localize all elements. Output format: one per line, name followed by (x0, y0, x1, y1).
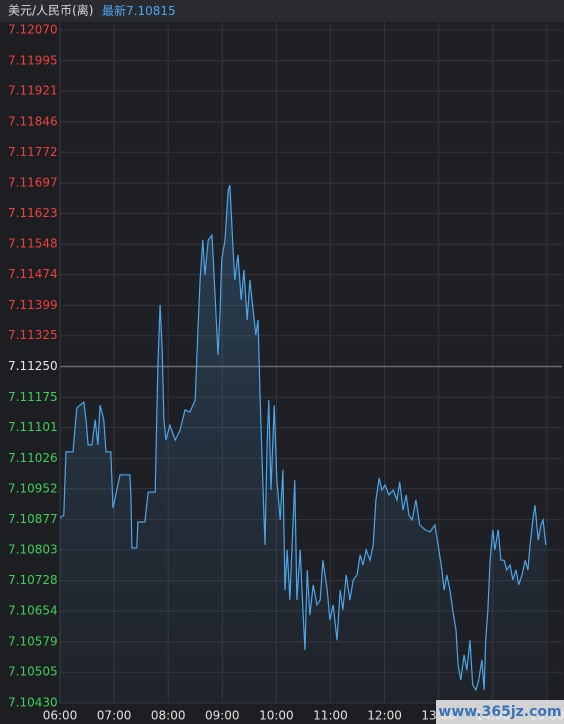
y-tick-label: 7.11175 (8, 390, 58, 404)
y-tick-label: 7.11921 (8, 84, 58, 98)
y-tick-label: 7.11846 (8, 114, 58, 128)
y-tick-label: 7.10579 (8, 634, 58, 648)
y-tick-label: 7.10728 (8, 573, 58, 587)
y-tick-label: 7.10654 (8, 604, 58, 618)
latest-price: 最新7.10815 (102, 3, 176, 18)
watermark-bg (436, 700, 564, 724)
x-tick-label: 08:00 (151, 709, 186, 723)
chart-title: 美元/人民币(离) (8, 3, 93, 18)
y-tick-label: 7.10803 (8, 542, 58, 556)
y-tick-label: 7.11548 (8, 237, 58, 251)
y-tick-label: 7.11474 (8, 267, 58, 281)
y-tick-label: 7.11772 (8, 145, 58, 159)
x-tick-label: 11:00 (313, 709, 348, 723)
y-tick-label: 7.10430 (8, 696, 58, 710)
x-tick-label: 07:00 (97, 709, 132, 723)
y-tick-label: 7.10952 (8, 481, 58, 495)
y-tick-label: 7.11250 (8, 359, 58, 373)
y-tick-label: 7.11026 (8, 451, 58, 465)
y-tick-label: 7.11101 (8, 420, 58, 434)
y-tick-label: 7.11399 (8, 298, 58, 312)
price-line (59, 184, 547, 692)
header-bar (0, 0, 564, 22)
latest-value: 7.10815 (126, 4, 176, 18)
x-tick-label: 10:00 (259, 709, 294, 723)
x-tick-label: 06:00 (43, 709, 78, 723)
y-tick-label: 7.10505 (8, 665, 58, 679)
x-tick-label: 12:00 (367, 709, 402, 723)
y-tick-label: 7.11697 (8, 176, 58, 190)
y-tick-label: 7.11995 (8, 53, 58, 67)
y-tick-label: 7.10877 (8, 512, 58, 526)
watermark: www.365jz.com (438, 704, 561, 720)
area (60, 185, 546, 704)
x-tick-label: 09:00 (205, 709, 240, 723)
y-tick-label: 7.11325 (8, 328, 58, 342)
y-tick-label: 7.12070 (8, 23, 58, 37)
latest-label: 最新 (102, 3, 126, 18)
y-tick-label: 7.11623 (8, 206, 58, 220)
